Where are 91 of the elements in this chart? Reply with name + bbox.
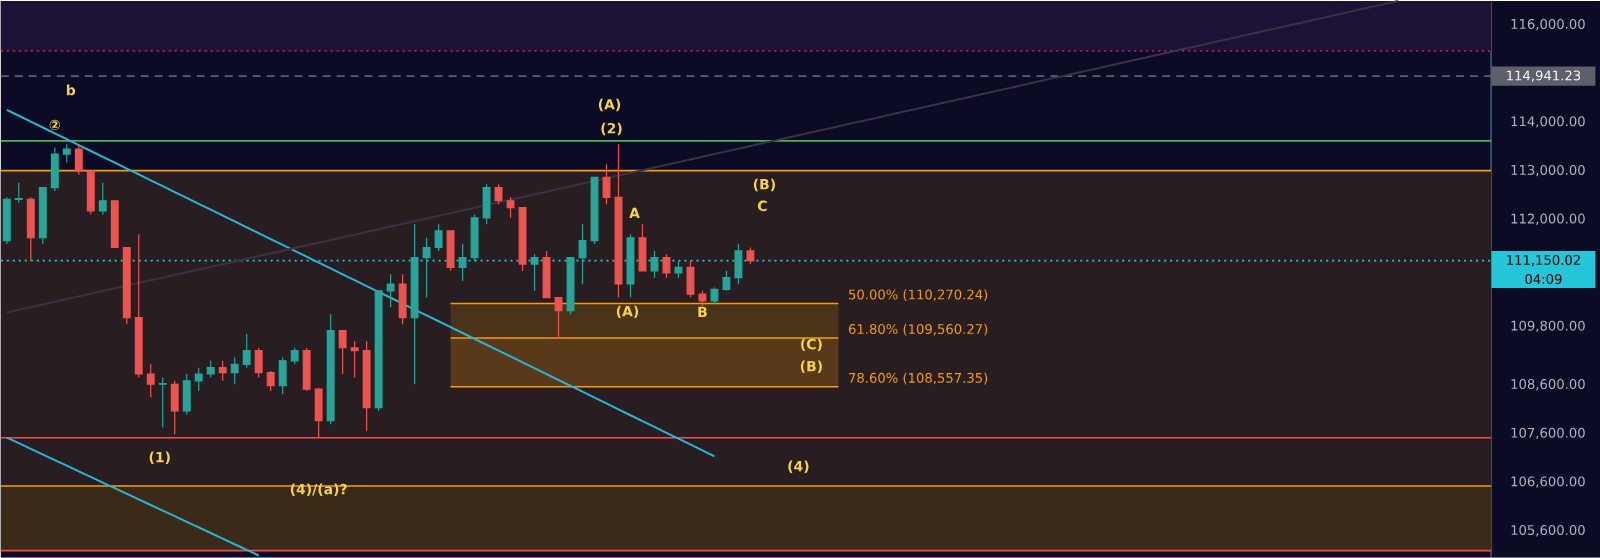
candlestick xyxy=(494,183,503,205)
y-tick-label: 116,000.00 xyxy=(1511,18,1585,31)
annotation: ② xyxy=(49,119,60,130)
candlestick xyxy=(218,360,227,382)
candlestick xyxy=(182,373,191,415)
ref-line-label: 114,941.23 xyxy=(1507,70,1581,82)
candlestick xyxy=(458,243,467,282)
candlestick xyxy=(398,273,407,325)
annotation: b xyxy=(66,84,76,96)
candlestick xyxy=(650,250,659,279)
annotation: B xyxy=(698,306,707,317)
candlestick xyxy=(338,329,347,375)
candlestick xyxy=(566,257,575,315)
y-tick-label: 105,600.00 xyxy=(1511,524,1585,537)
candlestick xyxy=(626,233,635,299)
y-tick-label: 114,000.00 xyxy=(1511,116,1585,128)
candlestick xyxy=(302,347,311,392)
candlestick xyxy=(254,347,263,378)
y-tick-label: 107,600.00 xyxy=(1511,427,1585,439)
candlestick xyxy=(110,200,119,248)
candlestick xyxy=(506,196,515,219)
candlestick xyxy=(662,253,671,279)
annotation: C xyxy=(757,200,767,212)
candlestick xyxy=(242,333,251,369)
annotation: (4)/(a)? xyxy=(290,483,347,496)
candlestick xyxy=(14,182,23,204)
candlestick xyxy=(230,356,239,385)
candlestick xyxy=(146,363,155,398)
candlestick xyxy=(2,196,11,245)
candlestick xyxy=(386,273,395,308)
candlestick xyxy=(470,213,479,262)
candlestick xyxy=(194,366,203,392)
candlestick xyxy=(446,230,455,272)
candlestick xyxy=(422,237,431,299)
candlestick xyxy=(206,360,215,378)
candlestick xyxy=(122,246,131,325)
candlestick xyxy=(350,340,359,378)
candlestick xyxy=(686,260,695,299)
candlestick xyxy=(674,260,683,279)
candlestick xyxy=(62,143,71,164)
annotation: (A) xyxy=(598,98,621,112)
candlestick xyxy=(134,233,143,378)
candlestick xyxy=(710,286,719,305)
candlestick xyxy=(518,206,527,272)
y-tick-label: 106,600.00 xyxy=(1511,476,1585,488)
annotation: (C) xyxy=(801,338,822,351)
ref-line-label: 50.00% (110,270.24) xyxy=(848,289,988,301)
candlestick xyxy=(98,182,107,215)
candlestick xyxy=(530,253,539,292)
candlestick xyxy=(158,376,167,429)
candlestick xyxy=(590,176,599,245)
annotation: (B) xyxy=(800,360,822,373)
annotation: (1) xyxy=(149,451,170,464)
candlestick xyxy=(434,223,443,252)
candlestick xyxy=(578,223,587,285)
ref-line-label: 78.60% (108,557.35) xyxy=(849,372,988,385)
candlestick xyxy=(374,290,383,412)
text: 04:09 xyxy=(1525,273,1562,284)
candlestick xyxy=(734,243,743,285)
candlestick xyxy=(266,370,275,392)
annotation: (B) xyxy=(753,178,775,192)
candlestick xyxy=(326,313,335,425)
candlestick xyxy=(86,170,95,215)
annotation: (4) xyxy=(788,460,809,473)
candlestick xyxy=(38,186,47,245)
candlestick xyxy=(278,356,287,395)
y-tick-label: 108,600.00 xyxy=(1511,378,1585,391)
ref-line-label: 111,150.02 xyxy=(1507,254,1580,267)
candlestick xyxy=(614,143,623,299)
annotation: (A) xyxy=(616,305,639,318)
candlestick xyxy=(482,183,491,225)
candlestick xyxy=(638,223,647,272)
y-tick-label: 112,000.00 xyxy=(1511,213,1585,225)
y-tick-label: 109,800.00 xyxy=(1511,320,1585,332)
candlestick xyxy=(50,147,59,192)
candlestick xyxy=(698,290,707,307)
candlestick xyxy=(554,296,563,340)
candlestick xyxy=(362,340,371,432)
ref-line-label: 61.80% (109,560.27) xyxy=(848,323,988,336)
candlestick xyxy=(290,347,299,365)
candlestick xyxy=(74,143,83,175)
annotation: (2) xyxy=(601,122,622,136)
candlestick xyxy=(602,163,611,205)
candlestick xyxy=(542,250,551,299)
candlestick xyxy=(722,270,731,292)
annotation: A xyxy=(629,207,640,218)
candlestick xyxy=(746,246,755,265)
y-tick-label: 113,000.00 xyxy=(1511,164,1585,177)
candlestick xyxy=(26,196,35,262)
candlestick xyxy=(410,223,419,385)
candlestick xyxy=(170,380,179,435)
